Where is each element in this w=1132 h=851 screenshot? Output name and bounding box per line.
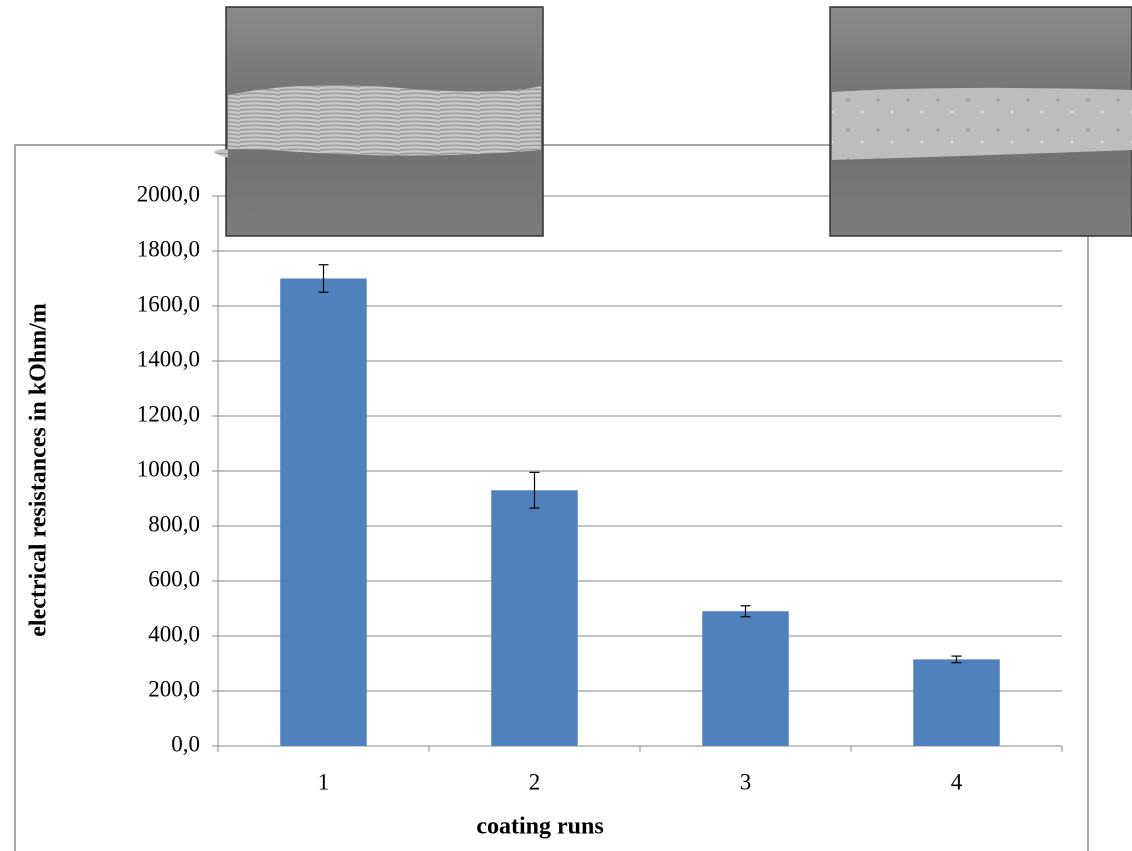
x-tick-label: 3	[740, 769, 752, 794]
y-tick-label: 1200,0	[137, 401, 200, 426]
y-tick-label: 1600,0	[137, 291, 200, 316]
x-tick-label: 4	[951, 769, 963, 794]
y-tick-label: 1400,0	[137, 346, 200, 371]
y-tick-label: 800,0	[148, 511, 200, 536]
bar	[280, 279, 367, 747]
bar	[491, 490, 578, 746]
x-tick-label: 2	[529, 769, 541, 794]
y-tick-label: 1800,0	[137, 236, 200, 261]
chart: 0,0 200,0 400,0 600,0 800,0 1000,0 1200,0 1400,…	[0, 0, 1132, 851]
sem-image-left	[214, 7, 543, 236]
y-axis-title: electrical resistances in kOhm/m	[26, 303, 52, 637]
bar	[702, 611, 789, 746]
y-tick-label: 400,0	[148, 621, 200, 646]
x-tick-label: 1	[318, 769, 330, 794]
bar	[913, 659, 1000, 746]
sem-image-right	[830, 7, 1132, 236]
y-tick-label: 1000,0	[137, 456, 200, 481]
y-tick-label: 600,0	[148, 566, 200, 591]
y-tick-label: 0,0	[171, 731, 200, 756]
x-axis-title: coating runs	[476, 814, 603, 840]
y-tick-label: 200,0	[148, 676, 200, 701]
y-tick-label: 2000,0	[137, 181, 200, 206]
